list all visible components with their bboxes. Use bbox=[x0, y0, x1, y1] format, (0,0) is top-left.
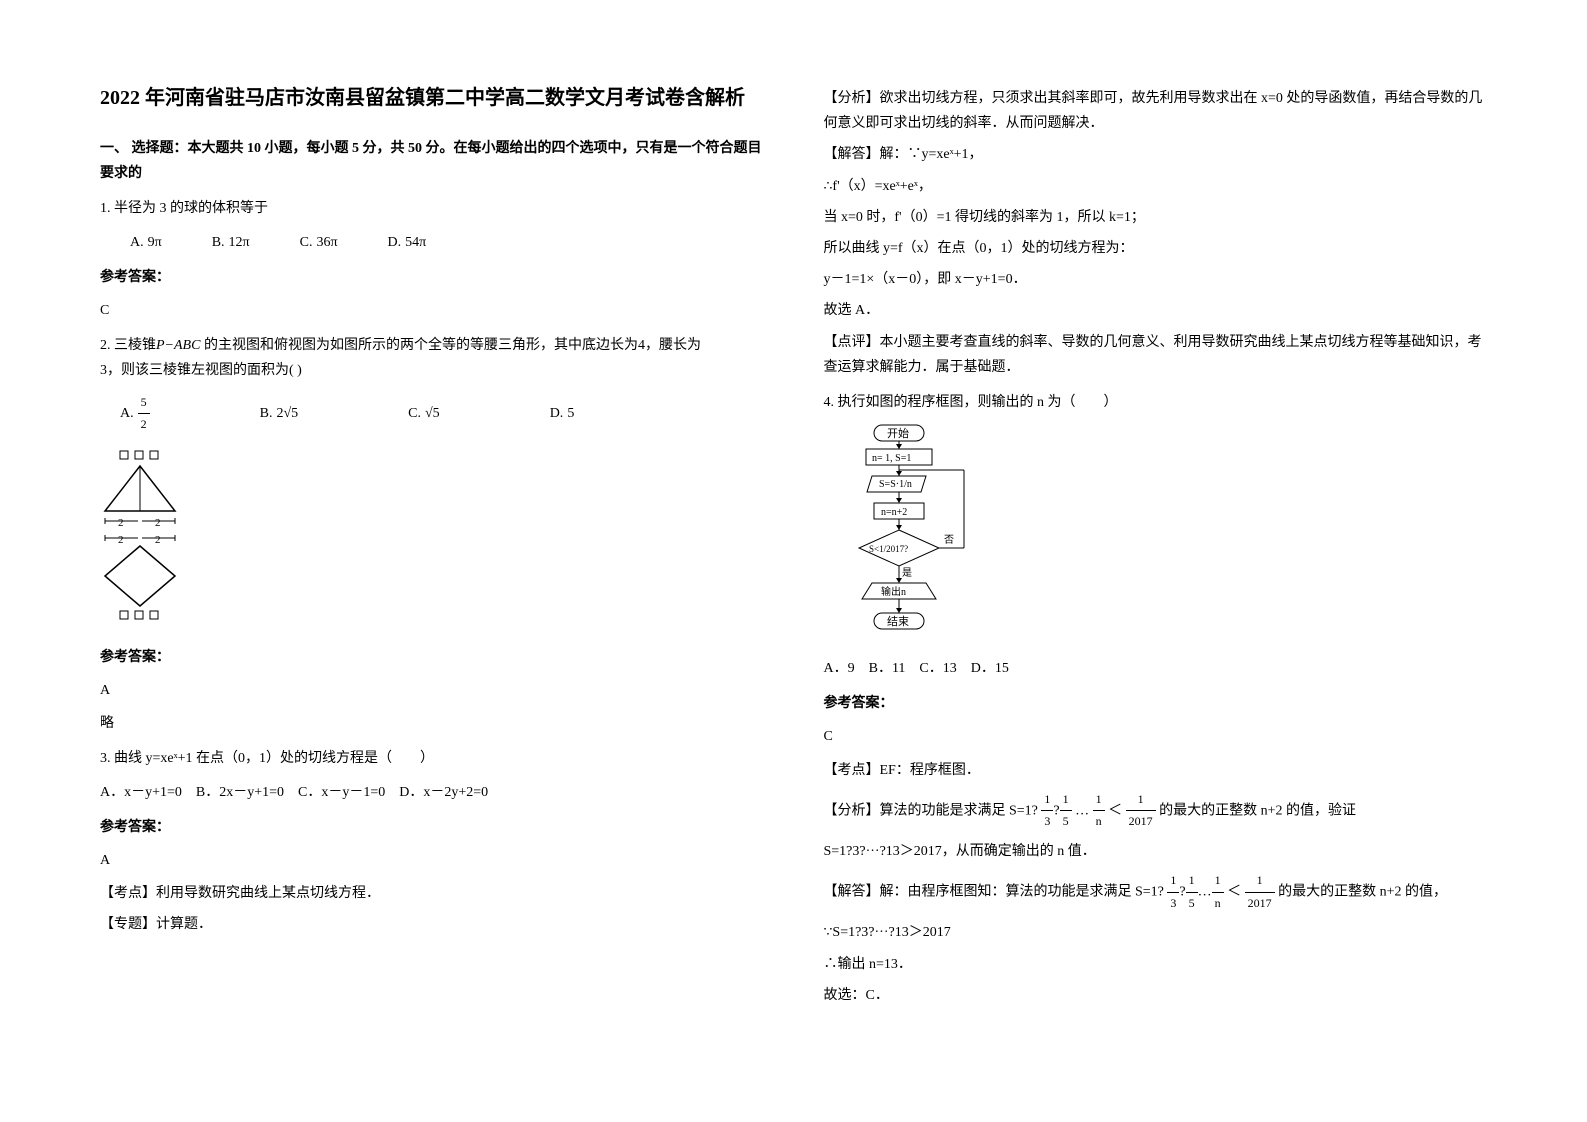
right-column: 【分析】欲求出切线方程，只须求出其斜率即可，故先利用导数求出在 x=0 处的导函… bbox=[824, 80, 1488, 1042]
q4-fenxi: 【分析】算法的功能是求满足 S=1? 13?15 … 1n ＜ 12017 的最… bbox=[824, 789, 1488, 833]
triangle-diagram: 2 2 2 2 bbox=[100, 446, 764, 635]
q1-answer-label: 参考答案： bbox=[100, 265, 764, 290]
q3-kaodian: 【考点】利用导数研究曲线上某点切线方程． bbox=[100, 881, 764, 906]
q4-options: A．9 B．11 C．13 D．15 bbox=[824, 656, 1488, 681]
flow-cond-text: S<1/2017? bbox=[869, 544, 908, 554]
q2-text-line2: 3，则该三棱锥左视图的面积为( ) bbox=[100, 358, 764, 383]
svg-text:2: 2 bbox=[155, 517, 161, 529]
flow-no-text: 否 bbox=[944, 534, 954, 546]
q3-options: A．x－y+1=0 B．2x－y+1=0 C．x－y－1=0 D．x－2y+2=… bbox=[100, 780, 764, 805]
q2-note: 略 bbox=[100, 711, 764, 736]
q2-optD: D. 5 bbox=[550, 401, 575, 426]
q4-jieda4: 故选：C． bbox=[824, 983, 1488, 1008]
left-column: 2022 年河南省驻马店市汝南县留盆镇第二中学高二数学文月考试卷含解析 一、 选… bbox=[100, 80, 764, 1042]
flow-step1-text: S=S·1/n bbox=[879, 479, 912, 490]
q3-zhuanti: 【专题】计算题． bbox=[100, 912, 764, 937]
q3-fenxi: 【分析】欲求出切线方程，只须求出其斜率即可，故先利用导数求出在 x=0 处的导函… bbox=[824, 86, 1488, 136]
q2-text: 2. 三棱锥P−ABC 的主视图和俯视图为如图所示的两个全等的等腰三角形，其中底… bbox=[100, 333, 764, 358]
q3-answer-label: 参考答案： bbox=[100, 815, 764, 840]
flowchart-diagram: 开始 n= 1, S=1 S=S·1/n n=n+2 S<1/2017? bbox=[824, 423, 1488, 648]
flow-end-text: 结束 bbox=[887, 615, 909, 628]
q1-optD: D. 54π bbox=[388, 230, 427, 255]
q1-options: A. 9π B. 12π C. 36π D. 54π bbox=[130, 230, 764, 255]
flow-step2-text: n=n+2 bbox=[881, 507, 907, 518]
q1-answer: C bbox=[100, 298, 764, 323]
q3-jieda5: y－1=1×（x－0），即 x－y+1=0． bbox=[824, 267, 1488, 292]
q4-text: 4. 执行如图的程序框图，则输出的 n 为（ ） bbox=[824, 390, 1488, 415]
flow-start-text: 开始 bbox=[887, 426, 909, 440]
flow-output-text: 输出n bbox=[881, 585, 906, 598]
flow-init-text: n= 1, S=1 bbox=[872, 453, 911, 464]
q4-answer: C bbox=[824, 724, 1488, 749]
svg-text:2: 2 bbox=[118, 534, 124, 546]
section-header: 一、 选择题：本大题共 10 小题，每小题 5 分，共 50 分。在每小题给出的… bbox=[100, 136, 764, 186]
fraction-5-2: 5 2 bbox=[138, 392, 150, 436]
q4-answer-label: 参考答案： bbox=[824, 691, 1488, 716]
q1-text: 1. 半径为 3 的球的体积等于 bbox=[100, 196, 764, 221]
flowchart-svg: 开始 n= 1, S=1 S=S·1/n n=n+2 S<1/2017? bbox=[824, 423, 984, 648]
q2-options: A. 5 2 B. 2√5 C. √5 D. 5 bbox=[120, 392, 764, 436]
flow-yes-text: 是 bbox=[902, 567, 912, 579]
q4-jieda: 【解答】解：由程序框图知：算法的功能是求满足 S=1? 13?15…1n ＜ 1… bbox=[824, 870, 1488, 914]
question-3: 3. 曲线 y=xeˣ+1 在点（0，1）处的切线方程是（ ） A．x－y+1=… bbox=[100, 746, 764, 937]
q3-jieda2: ∴f'（x）=xeˣ+eˣ， bbox=[824, 174, 1488, 199]
q3-jieda6: 故选 A． bbox=[824, 298, 1488, 323]
q4-fenxi2: S=1?3?···?13＞2017，从而确定输出的 n 值． bbox=[824, 839, 1488, 864]
svg-text:2: 2 bbox=[118, 517, 124, 529]
q2-optA: A. 5 2 bbox=[120, 392, 150, 436]
svg-text:2: 2 bbox=[155, 534, 161, 546]
q3-text: 3. 曲线 y=xeˣ+1 在点（0，1）处的切线方程是（ ） bbox=[100, 746, 764, 771]
triangle-svg: 2 2 2 2 bbox=[100, 446, 210, 626]
q2-answer: A bbox=[100, 678, 764, 703]
q1-optC: C. 36π bbox=[300, 230, 338, 255]
question-4: 4. 执行如图的程序框图，则输出的 n 为（ ） 开始 n= 1, S=1 S=… bbox=[824, 390, 1488, 1008]
q2-optC: C. √5 bbox=[408, 401, 440, 426]
q3-jieda4: 所以曲线 y=f（x）在点（0，1）处的切线方程为： bbox=[824, 236, 1488, 261]
q3-jieda3: 当 x=0 时，f'（0）=1 得切线的斜率为 1，所以 k=1； bbox=[824, 205, 1488, 230]
q2-answer-label: 参考答案： bbox=[100, 645, 764, 670]
q1-optB: B. 12π bbox=[212, 230, 250, 255]
q4-jieda2: ∵S=1?3?···?13＞2017 bbox=[824, 920, 1488, 945]
q3-jieda: 【解答】解：∵y=xeˣ+1， bbox=[824, 142, 1488, 167]
q3-dianping: 【点评】本小题主要考查直线的斜率、导数的几何意义、利用导数研究曲线上某点切线方程… bbox=[824, 330, 1488, 380]
question-2: 2. 三棱锥P−ABC 的主视图和俯视图为如图所示的两个全等的等腰三角形，其中底… bbox=[100, 333, 764, 736]
q3-answer: A bbox=[100, 848, 764, 873]
doc-title: 2022 年河南省驻马店市汝南县留盆镇第二中学高二数学文月考试卷含解析 bbox=[100, 80, 764, 116]
q4-jieda3: ∴输出 n=13． bbox=[824, 952, 1488, 977]
q2-optB: B. 2√5 bbox=[260, 401, 299, 426]
question-1: 1. 半径为 3 的球的体积等于 A. 9π B. 12π C. 36π D. … bbox=[100, 196, 764, 323]
q1-optA: A. 9π bbox=[130, 230, 162, 255]
q4-kaodian: 【考点】EF：程序框图． bbox=[824, 758, 1488, 783]
